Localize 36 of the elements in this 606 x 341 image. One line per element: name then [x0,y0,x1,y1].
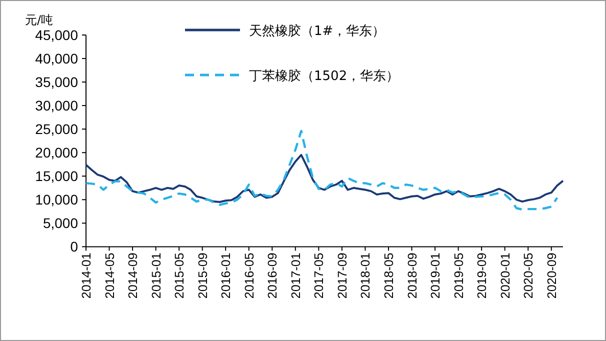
x-tick-label: 2018-01 [358,252,373,299]
line-series [84,130,558,211]
y-tick-label: 15,000 [35,168,78,184]
x-tick-label: 2019-01 [428,252,443,299]
y-tick-label: 0 [70,238,78,255]
x-tick-label: 2015-05 [172,252,187,299]
x-tick-label: 2018-05 [382,252,396,299]
y-tick-label: 20,000 [35,144,78,161]
x-tick-label: 2014-01 [80,252,94,299]
x-tick-label: 2020-01 [498,252,512,299]
x-tick-label: 2017-05 [312,252,326,299]
y-axis-title: 元/吨 [25,13,54,27]
x-tick-label: 2020-05 [522,252,536,299]
legend-label: 丁苯橡胶（1502，华东） [249,69,400,84]
y-tick-label: 40,000 [35,50,78,67]
x-tick-label: 2018-09 [405,252,420,299]
x-tick-label: 2016-05 [242,252,256,299]
y-tick-label: 45,000 [35,27,78,43]
legend-label: 天然橡胶（1#，华东） [249,24,386,39]
y-tick-label: 25,000 [35,121,78,138]
x-tick-label: 2017-09 [335,252,350,299]
y-tick-label: 5,000 [42,215,78,232]
x-tick-label: 2019-09 [475,252,490,299]
x-tick-label: 2017-01 [288,252,303,299]
y-tick-label: 35,000 [35,74,78,90]
x-tick-label: 2020-09 [544,252,559,299]
x-tick-label: 2014-05 [102,252,117,299]
x-tick-label: 2014-09 [126,252,140,299]
x-tick-label: 2015-09 [196,252,210,299]
x-tick-label: 2015-01 [149,252,164,299]
x-tick-label: 2016-01 [219,252,234,299]
x-tick-label: 2016-09 [266,252,280,299]
x-tick-label: 2019-05 [452,252,466,299]
y-tick-label: 10,000 [35,192,78,208]
line-series [85,154,564,204]
y-tick-label: 30,000 [35,98,78,114]
